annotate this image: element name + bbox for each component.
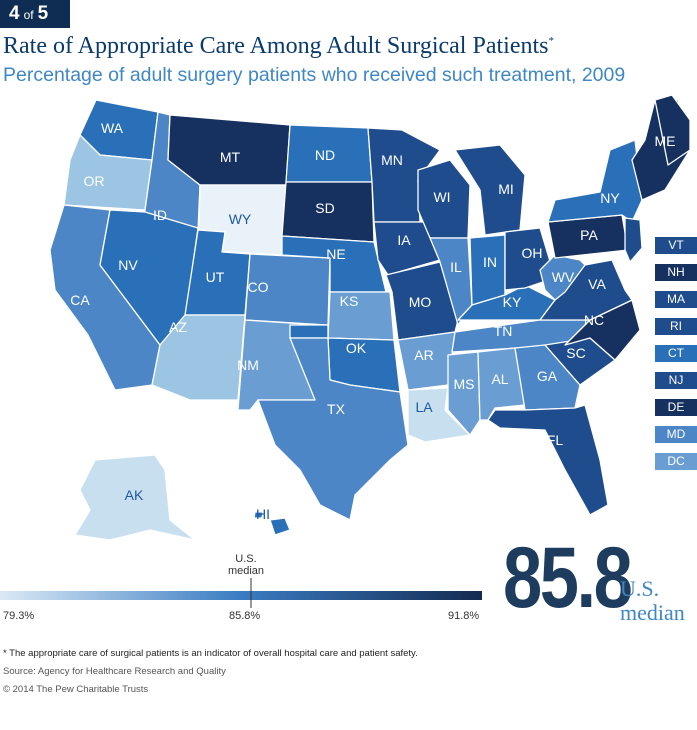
state-label-IA: IA [397,232,411,248]
state-label-WA: WA [101,120,124,136]
median-label-line2: median [227,565,265,577]
state-label-NE: NE [326,246,345,262]
color-scale-bar [0,591,482,600]
small-state-MD[interactable]: MD [655,426,697,443]
map-subtitle: Percentage of adult surgery patients who… [3,64,626,86]
small-state-NJ[interactable]: NJ [655,372,697,389]
state-HI[interactable] [253,511,291,536]
state-label-NM: NM [237,357,259,373]
footnote: * The appropriate care of surgical patie… [3,648,418,659]
median-label: U.S. median [200,553,292,577]
total-slides: 5 [37,3,49,24]
small-state-VT[interactable]: VT [655,237,697,254]
state-ME[interactable] [654,94,691,166]
state-IA[interactable] [373,221,441,276]
slide-of: of [23,8,34,22]
state-label-AK: AK [125,487,144,503]
us-choropleth-map: WA OR CA ID NV MT WY UT AZ CO NM ND SD NE KS OK TX MN IA MO… [49,94,691,541]
state-label-ND: ND [315,147,335,163]
state-label-KY: KY [503,294,522,310]
state-label-AZ: AZ [169,319,187,335]
state-label-AR: AR [414,347,433,363]
copyright: © 2014 The Pew Charitable Trusts [3,684,149,695]
state-label-OH: OH [522,245,543,261]
headline-caption-line1: U.S. [620,576,660,601]
state-FL[interactable] [487,404,609,516]
state-TX[interactable] [257,337,409,521]
state-label-PA: PA [580,227,598,243]
small-state-RI[interactable]: RI [655,318,697,335]
scale-min-label: 79.3% [3,610,35,622]
state-label-GA: GA [537,368,558,384]
small-state-NH[interactable]: NH [655,264,697,281]
state-AK[interactable] [74,454,196,541]
state-label-FL: FL [547,432,564,448]
state-label-OK: OK [346,340,367,356]
state-label-AL: AL [491,371,508,387]
state-KS[interactable] [327,291,395,341]
state-label-CA: CA [70,292,90,308]
small-state-CT[interactable]: CT [655,345,697,362]
state-NY[interactable] [547,139,643,223]
state-label-KS: KS [340,293,359,309]
headline-caption-line2: median [620,600,685,625]
map-title-text: Rate of Appropriate Care Among Adult Sur… [3,33,549,59]
state-label-NY: NY [600,190,620,206]
state-label-IL: IL [450,259,462,275]
headline-median-value: 85.8 [503,530,633,626]
state-label-UT: UT [206,269,225,285]
color-scale [0,578,482,608]
state-NJ-shape[interactable] [624,217,643,263]
state-GA[interactable] [514,344,581,411]
state-label-MT: MT [220,149,241,165]
state-label-WV: WV [552,269,575,285]
headline-caption: U.S. median [620,577,685,625]
state-label-OR: OR [84,173,105,189]
state-label-TN: TN [494,323,513,339]
state-label-SD: SD [315,200,334,216]
state-label-SC: SC [566,345,585,361]
state-label-HI: HI [256,506,270,522]
state-label-ID: ID [153,207,167,223]
scale-median-label: 85.8% [229,610,261,622]
state-label-TX: TX [327,401,346,417]
map-title: Rate of Appropriate Care Among Adult Sur… [3,33,554,60]
state-label-IN: IN [483,254,497,270]
state-labels: WA OR CA ID NV MT WY UT AZ CO NM ND SD NE KS OK TX MN IA MO… [70,120,675,522]
median-label-line1: U.S. [235,553,257,565]
state-label-VA: VA [588,276,606,292]
source-note: Source: Agency for Healthcare Research a… [3,666,226,677]
state-label-WI: WI [433,189,450,205]
state-label-CO: CO [248,279,269,295]
state-label-MS: MS [454,376,475,392]
state-label-MN: MN [381,152,403,168]
state-IN[interactable] [469,234,506,306]
small-state-DE[interactable]: DE [655,399,697,416]
state-label-ME: ME [655,133,676,149]
small-state-MA[interactable]: MA [655,291,697,308]
small-state-DC[interactable]: DC [655,453,697,470]
state-label-WY: WY [229,211,252,227]
slide-counter: 4 of 5 [0,0,70,28]
title-footnote-mark: * [548,35,554,47]
state-VA[interactable] [539,259,633,321]
state-label-NC: NC [584,312,604,328]
state-label-MO: MO [409,294,432,310]
state-label-MI: MI [498,181,514,197]
state-label-LA: LA [415,399,433,415]
state-label-NV: NV [118,257,138,273]
current-slide: 4 [9,3,20,24]
scale-max-label: 91.8% [448,610,480,622]
